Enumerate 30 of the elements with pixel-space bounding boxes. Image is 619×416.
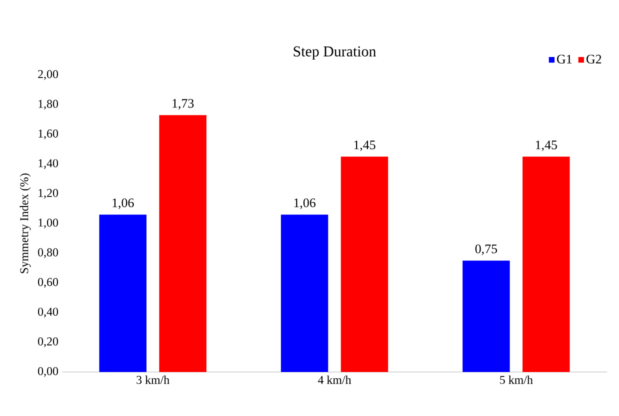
y-tick-label: 1,60: [38, 130, 58, 140]
bar: [280, 214, 328, 372]
data-label: 1,06: [294, 198, 316, 210]
y-tick-label: 1,20: [38, 188, 58, 199]
bar: [462, 260, 510, 372]
y-tick-label: 0,80: [38, 248, 58, 258]
x-tick-label: 3 km/h: [136, 376, 170, 384]
y-tick-label: 1,80: [38, 100, 58, 110]
data-label: 1,06: [112, 198, 134, 210]
bar: [159, 115, 206, 372]
bar: [99, 214, 146, 372]
y-tick-label: 1,40: [38, 159, 58, 169]
data-label: 1,73: [172, 99, 194, 110]
bar: [522, 156, 570, 372]
y-tick-label: 0,00: [38, 367, 58, 377]
bar: [340, 156, 388, 372]
y-tick-label: 1,00: [38, 218, 58, 228]
data-label: 0,75: [475, 244, 498, 256]
y-tick-label: 0,60: [38, 278, 58, 288]
y-axis-title: Symmetry Index (%): [20, 174, 31, 274]
legend-label: G2: [586, 54, 602, 64]
x-tick-label: 5 km/h: [500, 376, 533, 384]
y-tick-label: 2,00: [38, 70, 58, 80]
chart-title: Step Duration: [294, 46, 376, 60]
x-tick-label: 4 km/h: [318, 376, 352, 384]
y-tick-label: 0,40: [38, 308, 58, 318]
y-tick-label: 0,20: [38, 337, 58, 348]
legend-label: G1: [557, 54, 572, 64]
data-label: 1,45: [536, 140, 557, 152]
data-label: 1,45: [354, 140, 376, 152]
